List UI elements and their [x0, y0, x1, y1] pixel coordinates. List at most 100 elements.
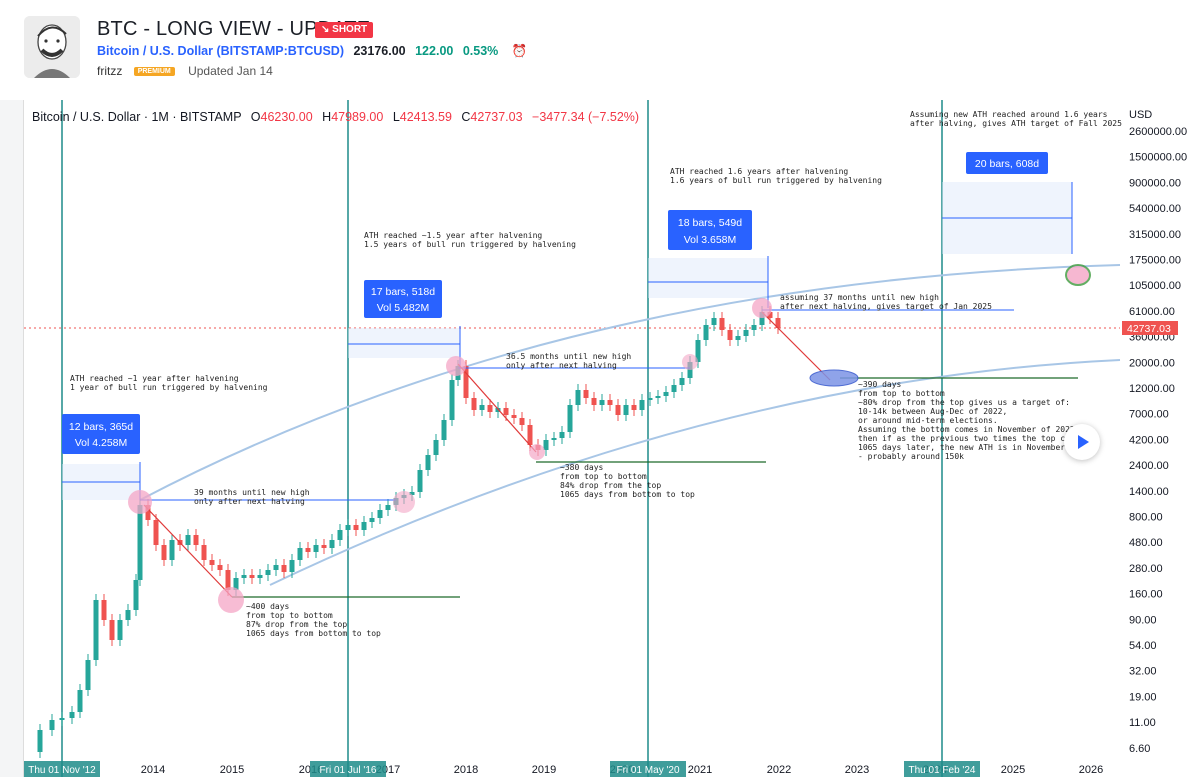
price-change: 122.00	[415, 44, 454, 58]
ohlc-close-label: C	[461, 110, 471, 124]
price-axis-unit: USD	[1129, 109, 1152, 121]
candle	[201, 545, 207, 560]
candle	[37, 730, 43, 752]
chart-legend: Bitcoin / U.S. Dollar · 1M · BITSTAMP O4…	[32, 110, 639, 124]
price-axis-tick: 90.00	[1129, 614, 1157, 626]
range-shade-3	[648, 258, 768, 298]
measure-box-3-line1: 18 bars, 549d	[678, 217, 742, 229]
ath2-line-b: 1.5 years of bull run triggered by halve…	[364, 240, 576, 249]
candle	[385, 505, 391, 510]
measure-box-3-line2: Vol 3.658M	[684, 234, 737, 246]
candle	[479, 405, 485, 410]
candle	[607, 400, 613, 405]
avatar-portrait	[24, 16, 80, 78]
upper-trend-curve	[139, 264, 1121, 501]
candle	[719, 318, 725, 330]
ath1-line-b: 1 year of bull run triggered by halvenin…	[70, 383, 268, 392]
ohlc-high-label: H	[322, 110, 332, 124]
author-name[interactable]: fritzz	[97, 64, 123, 78]
candle	[751, 325, 757, 330]
candle	[599, 400, 605, 405]
chart-area[interactable]	[23, 100, 1200, 777]
current-price-tag	[1122, 321, 1178, 335]
price-axis-tick: 11.00	[1129, 717, 1156, 729]
ohlc-high-value: 47989.00	[331, 110, 384, 124]
halving-date-label: Thu 01 Feb '24	[909, 765, 976, 776]
time-axis-tick: 2019	[532, 764, 556, 776]
alert-clock-icon[interactable]: ⏰	[511, 44, 528, 58]
candle	[313, 545, 319, 552]
price-axis-tick: 6.60	[1129, 743, 1150, 755]
candle	[85, 660, 91, 690]
lower-trend-curve	[269, 359, 1121, 586]
candle	[735, 336, 741, 340]
candle	[369, 518, 375, 522]
drop-arrow-1	[143, 504, 233, 598]
top-highlight-2021	[752, 298, 772, 318]
halving-date-tag	[24, 761, 100, 777]
price-axis[interactable]: USD 2600000.00 1500000.00 900000.00 540000.…	[1129, 109, 1187, 755]
symbol-link[interactable]: Bitcoin / U.S. Dollar (BITSTAMP:BTCUSD)	[97, 44, 344, 58]
price-axis-tick: 2600000.00	[1129, 126, 1187, 138]
candle	[433, 440, 439, 455]
candle	[185, 535, 191, 545]
candle	[93, 600, 99, 660]
bottom3-line-4: 10-14k between Aug-Dec of 2022,	[858, 407, 1007, 416]
ohlc-low-label: L	[392, 110, 400, 124]
price-axis-tick: 4200.00	[1129, 434, 1169, 446]
cycle3-line-b: after next halving, gives target of Jan …	[780, 302, 992, 311]
candle	[133, 580, 139, 610]
author-avatar[interactable]	[24, 16, 80, 78]
candle	[137, 505, 143, 580]
idea-header: BTC - LONG VIEW - UPDATE ↘ SHORT Bitcoin…	[0, 0, 1200, 100]
candle	[639, 400, 645, 410]
candle	[543, 440, 549, 450]
top-highlight-2013	[128, 490, 152, 514]
candle	[727, 330, 733, 340]
candle	[441, 420, 447, 440]
candle	[265, 570, 271, 575]
candle	[471, 398, 477, 410]
candle	[193, 535, 199, 545]
measure-boxes: 12 bars, 365d Vol 4.258M 17 bars, 518d V…	[62, 152, 1048, 454]
halving-date-label: Fri 01 Jul '16	[320, 765, 377, 776]
price-axis-tick: 540000.00	[1129, 203, 1181, 215]
bottom2-line-1: ~380 days	[560, 463, 604, 472]
candle	[273, 565, 279, 570]
candle	[551, 438, 557, 440]
candle	[297, 548, 303, 560]
price-axis-tick: 12000.00	[1129, 383, 1175, 395]
candle	[425, 455, 431, 470]
bottom3-line-5: or around mid-term elections.	[858, 416, 998, 425]
candle	[703, 325, 709, 340]
candle	[257, 575, 263, 578]
drop-arrow-2	[457, 363, 537, 453]
cycle1-line-a: 39 months until new high	[194, 488, 310, 497]
candle	[249, 575, 255, 578]
price-axis-tick: 105000.00	[1129, 280, 1181, 292]
play-replay-button[interactable]	[1064, 424, 1100, 460]
price-axis-tick: 32.00	[1129, 666, 1157, 678]
candle	[289, 560, 295, 572]
price-axis-tick: 54.00	[1129, 640, 1157, 652]
price-change-pct: 0.53%	[462, 44, 499, 58]
measure-box-2-line2: Vol 5.482M	[377, 302, 430, 314]
ath2-line-a: ATH reached ~1.5 year after halvening	[364, 231, 542, 240]
time-axis-tick: 2015	[220, 764, 244, 776]
candle	[567, 405, 573, 432]
time-axis-tick: 2022	[767, 764, 791, 776]
candle	[77, 690, 83, 712]
price-axis-tick: 315000.00	[1129, 229, 1181, 241]
measure-box-4	[966, 152, 1048, 174]
time-axis-tick: 2023	[845, 764, 869, 776]
measure-box-1-line2: Vol 4.258M	[75, 437, 128, 449]
halving-date-tag	[610, 761, 686, 777]
price-axis-tick: 61000.00	[1129, 306, 1175, 318]
bottom2-line-2: from top to bottom	[560, 472, 647, 481]
ohlc-change: −3477.34 (−7.52%)	[532, 110, 640, 124]
candle	[217, 565, 223, 570]
ath3-line-a: ATH reached 1.6 years after halvening	[670, 167, 848, 176]
candle	[145, 505, 151, 520]
candle	[671, 385, 677, 392]
